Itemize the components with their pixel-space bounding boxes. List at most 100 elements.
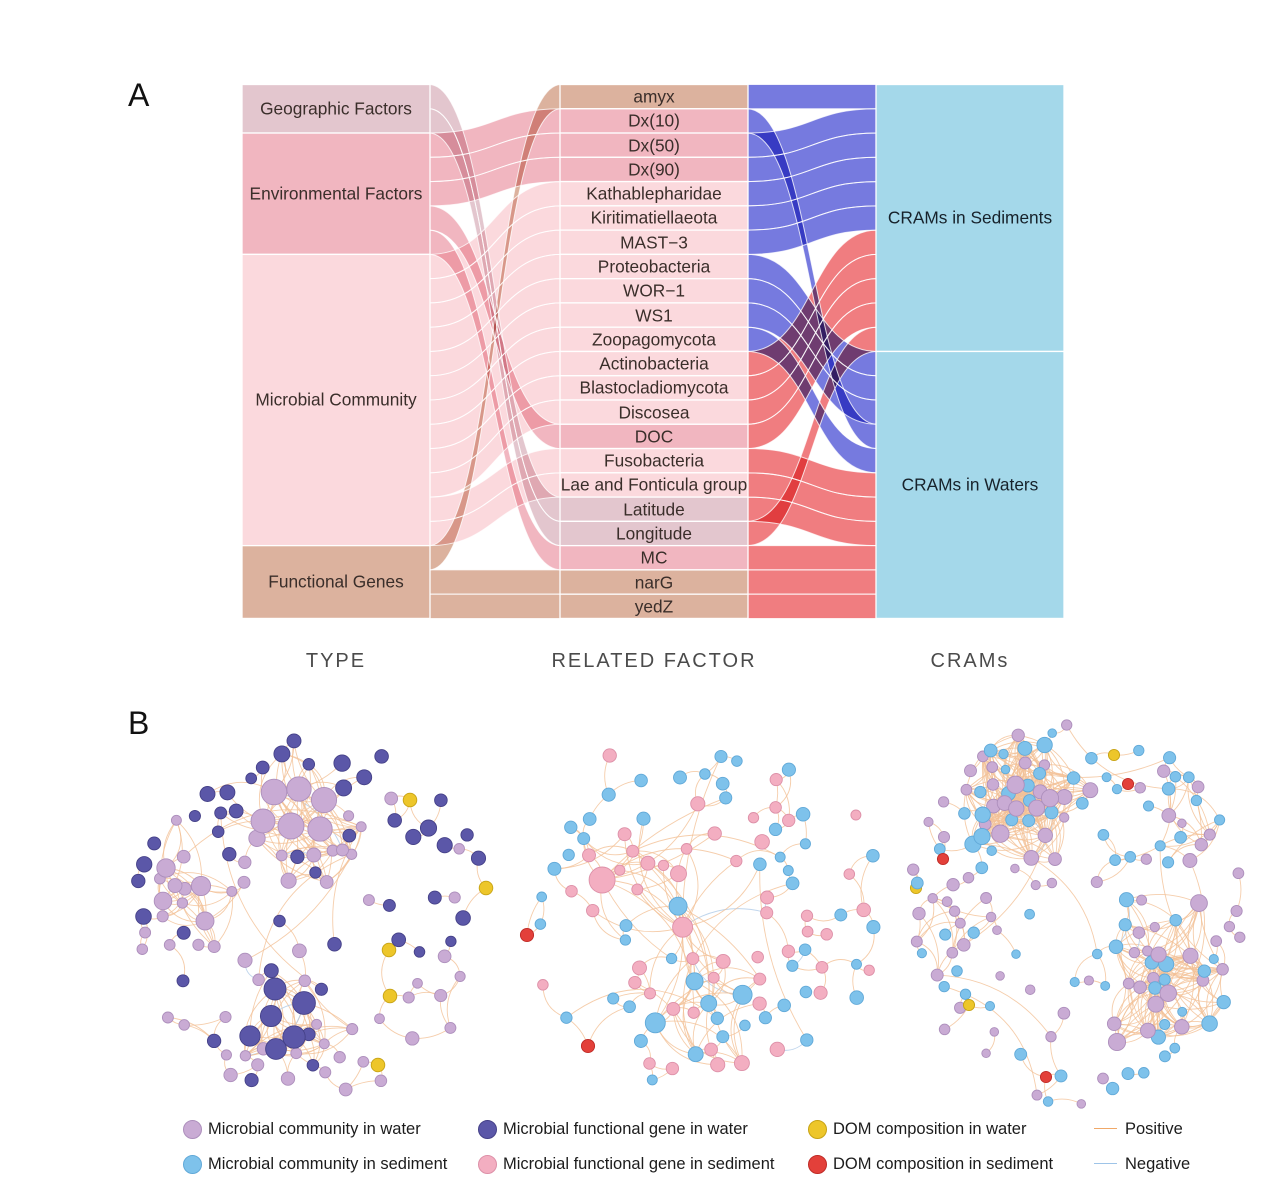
network-node-microbial-community-sediment [785, 876, 800, 891]
network-node-microbial-gene-sediment [602, 748, 617, 763]
network-node-microbial-community-water [448, 891, 461, 904]
factor-node-label: Blastocladiomycota [579, 377, 729, 398]
network-node-microbial-community-water [948, 905, 961, 917]
positive-edge [1066, 724, 1169, 790]
network-node-microbial-community-sediment [1111, 783, 1123, 795]
network-node-microbial-community-water [277, 812, 305, 840]
network-node-microbial-community-sediment [685, 972, 704, 991]
network-node-microbial-community-sediment [753, 857, 767, 872]
sankey-ribbon [429, 327, 561, 425]
network-node-microbial-community-water [930, 968, 944, 982]
positive-edge [932, 897, 992, 918]
network-node-microbial-community-water [1147, 995, 1165, 1013]
cram-node-sediments [875, 83, 1065, 353]
network-node-microbial-community-water [437, 949, 452, 964]
network-node-microbial-community-sediment [668, 896, 688, 916]
network-node-microbial-community-sediment [777, 998, 791, 1013]
network-node-microbial-community-sediment [699, 768, 711, 780]
network-node-microbial-gene-sediment [730, 854, 743, 868]
network-node-microbial-community-water [319, 1066, 332, 1079]
factor-node-label: Dx(10) [628, 110, 680, 131]
network-node-microbial-community-water [1122, 977, 1135, 990]
positive-edge [1125, 902, 1200, 931]
network-node-microbial-gene-sediment [631, 883, 644, 896]
network-node-microbial-community-water [292, 943, 307, 959]
network-node-microbial-community-water [1159, 984, 1177, 1002]
network-node-microbial-community-water [1149, 921, 1160, 933]
factor-node-label: DOC [634, 426, 674, 447]
network-node-microbial-community-water [1223, 920, 1236, 933]
network-node-microbial-community-sediment [1036, 736, 1053, 754]
network-node-microbial-community-water [1191, 780, 1205, 794]
network-node-microbial-community-water [1177, 818, 1187, 829]
network-node-microbial-gene-water [382, 898, 396, 912]
network-node-microbial-gene-water [436, 837, 453, 854]
network-node-microbial-community-sediment [715, 776, 730, 791]
network-node-microbial-community-water [1182, 947, 1199, 964]
network-node-microbial-community-sediment [1101, 772, 1112, 783]
network-node-microbial-community-water [923, 816, 934, 827]
sankey-ribbon [429, 400, 561, 498]
network-node-microbial-community-sediment [983, 743, 998, 758]
gene-sediment-dot-icon [478, 1155, 497, 1174]
network-node-microbial-gene-sediment [643, 1057, 656, 1070]
positive-edge [733, 978, 761, 1064]
sankey-ribbon [429, 351, 561, 449]
network-node-microbial-community-water [1134, 782, 1146, 794]
network-node-microbial-community-water [384, 791, 399, 806]
network-node-microbial-community-sediment [644, 1012, 666, 1034]
network-node-microbial-community-sediment [1108, 939, 1124, 954]
network-node-microbial-community-sediment [1159, 1018, 1171, 1031]
network-node-microbial-community-water [1161, 808, 1177, 823]
axis-label-type: TYPE [305, 650, 367, 672]
network-node-microbial-community-sediment [1047, 728, 1057, 738]
network-node-microbial-community-sediment [1011, 949, 1021, 959]
network-node-microbial-gene-sediment [707, 826, 722, 841]
sankey-ribbon [747, 108, 877, 449]
sankey-ribbon [429, 205, 561, 303]
network-node-microbial-gene-water [335, 779, 353, 797]
network-node-microbial-community-sediment [774, 851, 786, 863]
factor-node-8 [559, 278, 749, 304]
network-node-microbial-community-water [1048, 852, 1062, 866]
gene-water-dot-icon [478, 1120, 497, 1139]
network-node-microbial-community-water [964, 764, 977, 778]
sankey-ribbon [429, 472, 561, 546]
network-node-microbial-gene-water [206, 1033, 222, 1049]
network-node-microbial-community-sediment [673, 770, 687, 785]
network-node-microbial-community-sediment [998, 748, 1009, 760]
factor-node-label: Discosea [618, 401, 690, 422]
sankey-ribbon [429, 302, 561, 401]
network-node-microbial-community-water [1140, 1022, 1156, 1039]
sankey-ribbon [747, 133, 877, 182]
network-node-microbial-community-sediment [958, 807, 971, 820]
factor-node-label: Kathablepharidae [586, 183, 722, 204]
network-node-microbial-community-sediment [1069, 977, 1080, 988]
network-node-microbial-community-water [1136, 894, 1148, 906]
network-node-microbial-community-water [1006, 775, 1025, 794]
network-node-microbial-community-sediment [851, 958, 862, 970]
network-node-microbial-community-water [1057, 1006, 1071, 1020]
network-node-microbial-gene-water [176, 925, 191, 940]
network-node-microbial-gene-sediment [704, 1042, 718, 1057]
network-node-microbial-community-sediment [547, 861, 562, 876]
sankey-ribbon [747, 472, 877, 522]
network-node-microbial-community-sediment [1091, 948, 1103, 960]
network-node-microbial-community-water [1190, 894, 1208, 912]
network-0-nodes [131, 733, 494, 1097]
network-node-microbial-community-water [280, 1071, 296, 1086]
network-node-microbial-community-sediment [799, 985, 813, 999]
network-node-microbial-community-sediment [967, 926, 980, 939]
axis-label-crams: CRAMs [930, 650, 1010, 672]
positive-edge [677, 905, 710, 1004]
network-node-microbial-community-water [1010, 863, 1020, 874]
network-node-microbial-community-water [985, 911, 997, 923]
network-node-microbial-gene-water [263, 977, 287, 1001]
network-node-microbial-community-water [1106, 1016, 1122, 1032]
factor-node-5 [559, 205, 749, 231]
sankey-ribbon [429, 594, 561, 619]
network-node-microbial-community-water [1083, 975, 1094, 986]
legend-label: Microbial community in sediment [208, 1155, 448, 1173]
network-node-microbial-community-water [251, 1058, 265, 1072]
